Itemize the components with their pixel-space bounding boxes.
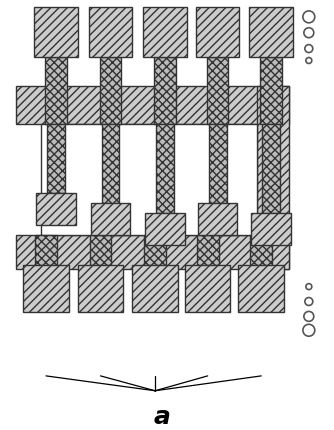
Bar — [91, 204, 130, 236]
Bar — [144, 236, 166, 265]
Bar — [36, 194, 76, 226]
Bar — [102, 125, 119, 204]
Bar — [262, 125, 280, 214]
Bar — [34, 8, 78, 57]
Bar — [143, 8, 187, 57]
Bar — [249, 8, 293, 57]
Bar — [185, 265, 230, 313]
Bar — [196, 8, 239, 57]
Bar — [154, 57, 176, 125]
Bar — [257, 87, 289, 269]
Bar — [251, 214, 291, 246]
Bar — [100, 57, 121, 125]
Bar — [78, 265, 123, 313]
Bar — [47, 125, 65, 194]
Bar — [197, 236, 218, 265]
Bar — [260, 57, 282, 125]
Bar — [41, 125, 257, 236]
Bar — [132, 265, 178, 313]
Bar — [207, 57, 228, 125]
Bar — [23, 265, 69, 313]
Bar — [156, 125, 174, 214]
Bar — [16, 236, 289, 269]
Bar — [209, 125, 226, 204]
Bar — [35, 236, 57, 265]
Bar — [89, 8, 132, 57]
Bar — [16, 87, 289, 125]
Bar — [45, 57, 67, 125]
Bar — [90, 236, 112, 265]
Bar — [238, 265, 284, 313]
Bar — [250, 236, 272, 265]
Bar — [198, 204, 237, 236]
Bar — [145, 214, 185, 246]
Text: a: a — [154, 404, 170, 427]
